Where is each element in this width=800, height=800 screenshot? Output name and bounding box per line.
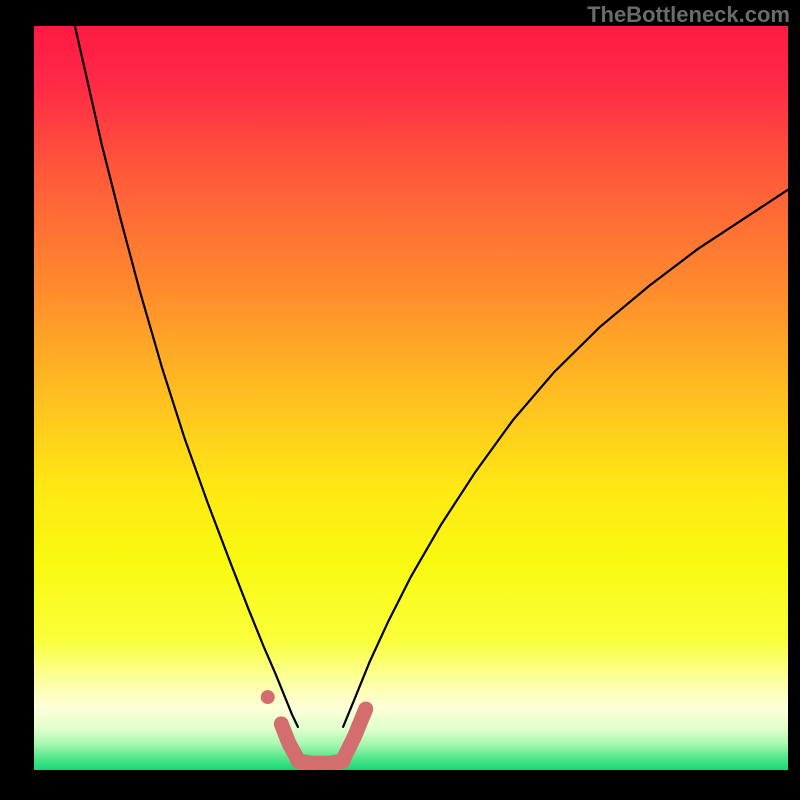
chart-canvas bbox=[0, 0, 800, 800]
root-container: TheBottleneck.com bbox=[0, 0, 800, 800]
left_dot bbox=[261, 690, 275, 704]
gradient-plot-area bbox=[34, 26, 788, 770]
watermark-text: TheBottleneck.com bbox=[587, 2, 790, 28]
